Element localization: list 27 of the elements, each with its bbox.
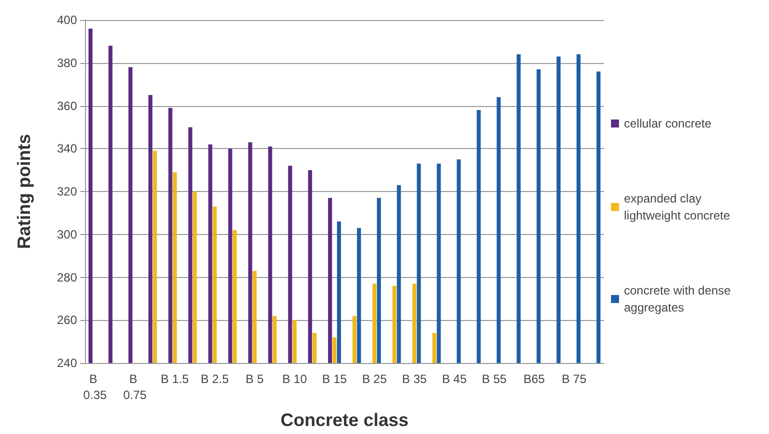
y-tick-label: 280 xyxy=(56,270,78,284)
y-tick-label: 360 xyxy=(56,98,78,113)
legend-label: concrete with dense aggregates xyxy=(624,284,734,314)
x-tick-label: B 5 xyxy=(246,372,264,386)
y-tick-label: 400 xyxy=(56,13,78,27)
x-tick-label: B 35 xyxy=(402,372,428,386)
x-tick-label: B 0.35 xyxy=(83,372,107,402)
legend-label: expanded clay lightweight concrete xyxy=(624,192,730,222)
y-tick-label: 320 xyxy=(56,184,78,198)
y-tick-label: 300 xyxy=(56,227,78,242)
x-axis-title: Concrete class xyxy=(280,410,409,430)
y-axis-title: Rating points xyxy=(14,134,34,249)
x-tick-label: B 2.5 xyxy=(200,372,230,386)
x-tick-label: B 55 xyxy=(482,372,507,386)
x-tick-label: B 1.5 xyxy=(160,372,190,386)
x-tick-label: B 45 xyxy=(442,372,467,386)
legend-label: cellular concrete xyxy=(624,116,712,130)
y-tick-label: 260 xyxy=(56,313,78,328)
y-tick-label: 340 xyxy=(56,142,78,156)
x-tick-label: B 75 xyxy=(562,372,587,386)
y-tick-label: 380 xyxy=(56,56,78,70)
x-tick-label: B 10 xyxy=(282,372,308,386)
x-tick-label: B65 xyxy=(523,372,546,386)
x-tick-label: B 15 xyxy=(322,372,348,386)
x-tick-label: B 25 xyxy=(362,372,388,386)
x-tick-label: B 0.75 xyxy=(123,372,147,402)
y-tick-label: 240 xyxy=(56,356,78,370)
